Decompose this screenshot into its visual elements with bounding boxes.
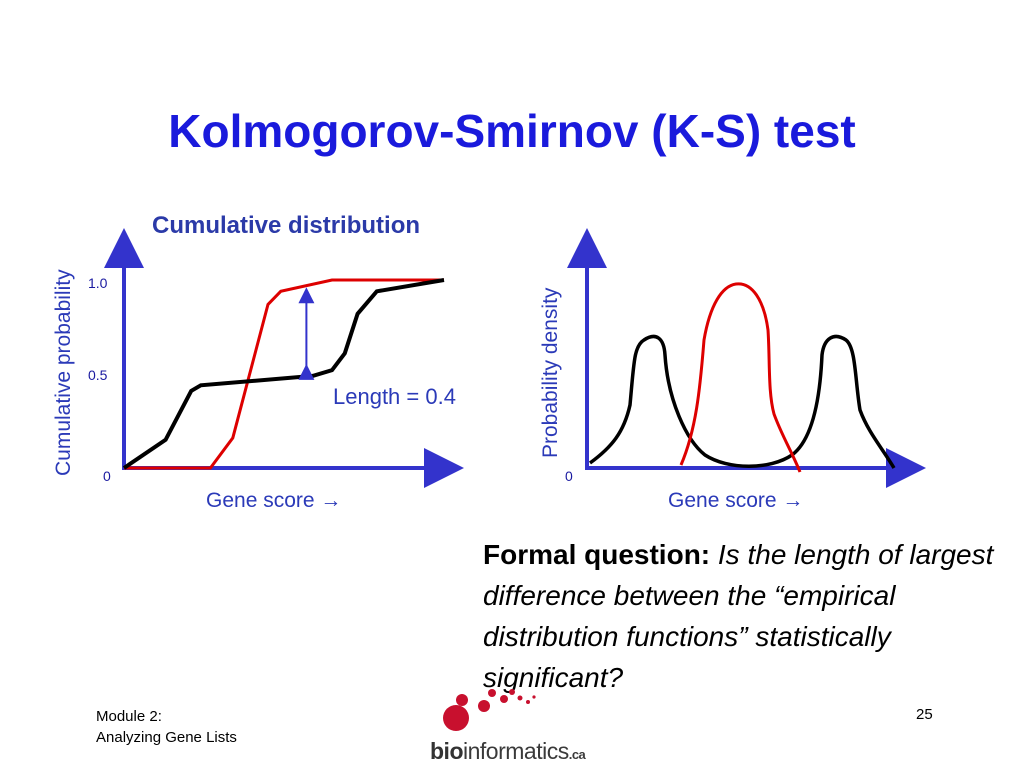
- length-annotation: Length = 0.4: [333, 384, 456, 409]
- y-tick-0-5: 0.5: [88, 367, 108, 383]
- cumulative-chart-title: Cumulative distribution: [152, 212, 421, 239]
- y-tick-0: 0: [103, 468, 111, 484]
- logo-text-informatics: informatics: [463, 738, 569, 764]
- logo-text-bio: bio: [430, 738, 464, 764]
- density-series-red: [679, 282, 802, 473]
- question-text: Is the length of largest difference betw…: [483, 539, 994, 693]
- cumulative-x-axis-label: Gene score →: [206, 489, 342, 512]
- density-x-axis-label: Gene score →: [668, 489, 804, 512]
- density-series-black: [588, 334, 896, 469]
- density-y-tick-0: 0: [565, 468, 573, 484]
- bioinformatics-logo-dots-icon: [443, 689, 536, 731]
- slide-title: Kolmogorov-Smirnov (K-S) test: [168, 105, 856, 157]
- bioinformatics-logo: bioinformatics.ca: [430, 738, 586, 765]
- cumulative-series-black: [122, 278, 445, 470]
- y-tick-1-0: 1.0: [88, 275, 108, 291]
- formal-question: Formal question: Is the length of larges…: [483, 534, 1013, 698]
- cumulative-series-red: [124, 278, 444, 470]
- page-number: 25: [916, 706, 933, 723]
- footer-line2: Analyzing Gene Lists: [96, 729, 237, 746]
- question-lead: Formal question:: [483, 539, 711, 570]
- logo-text-ca: .ca: [568, 747, 586, 762]
- footer-module: Module 2: Analyzing Gene Lists: [96, 706, 237, 748]
- footer-line1: Module 2:: [96, 708, 162, 725]
